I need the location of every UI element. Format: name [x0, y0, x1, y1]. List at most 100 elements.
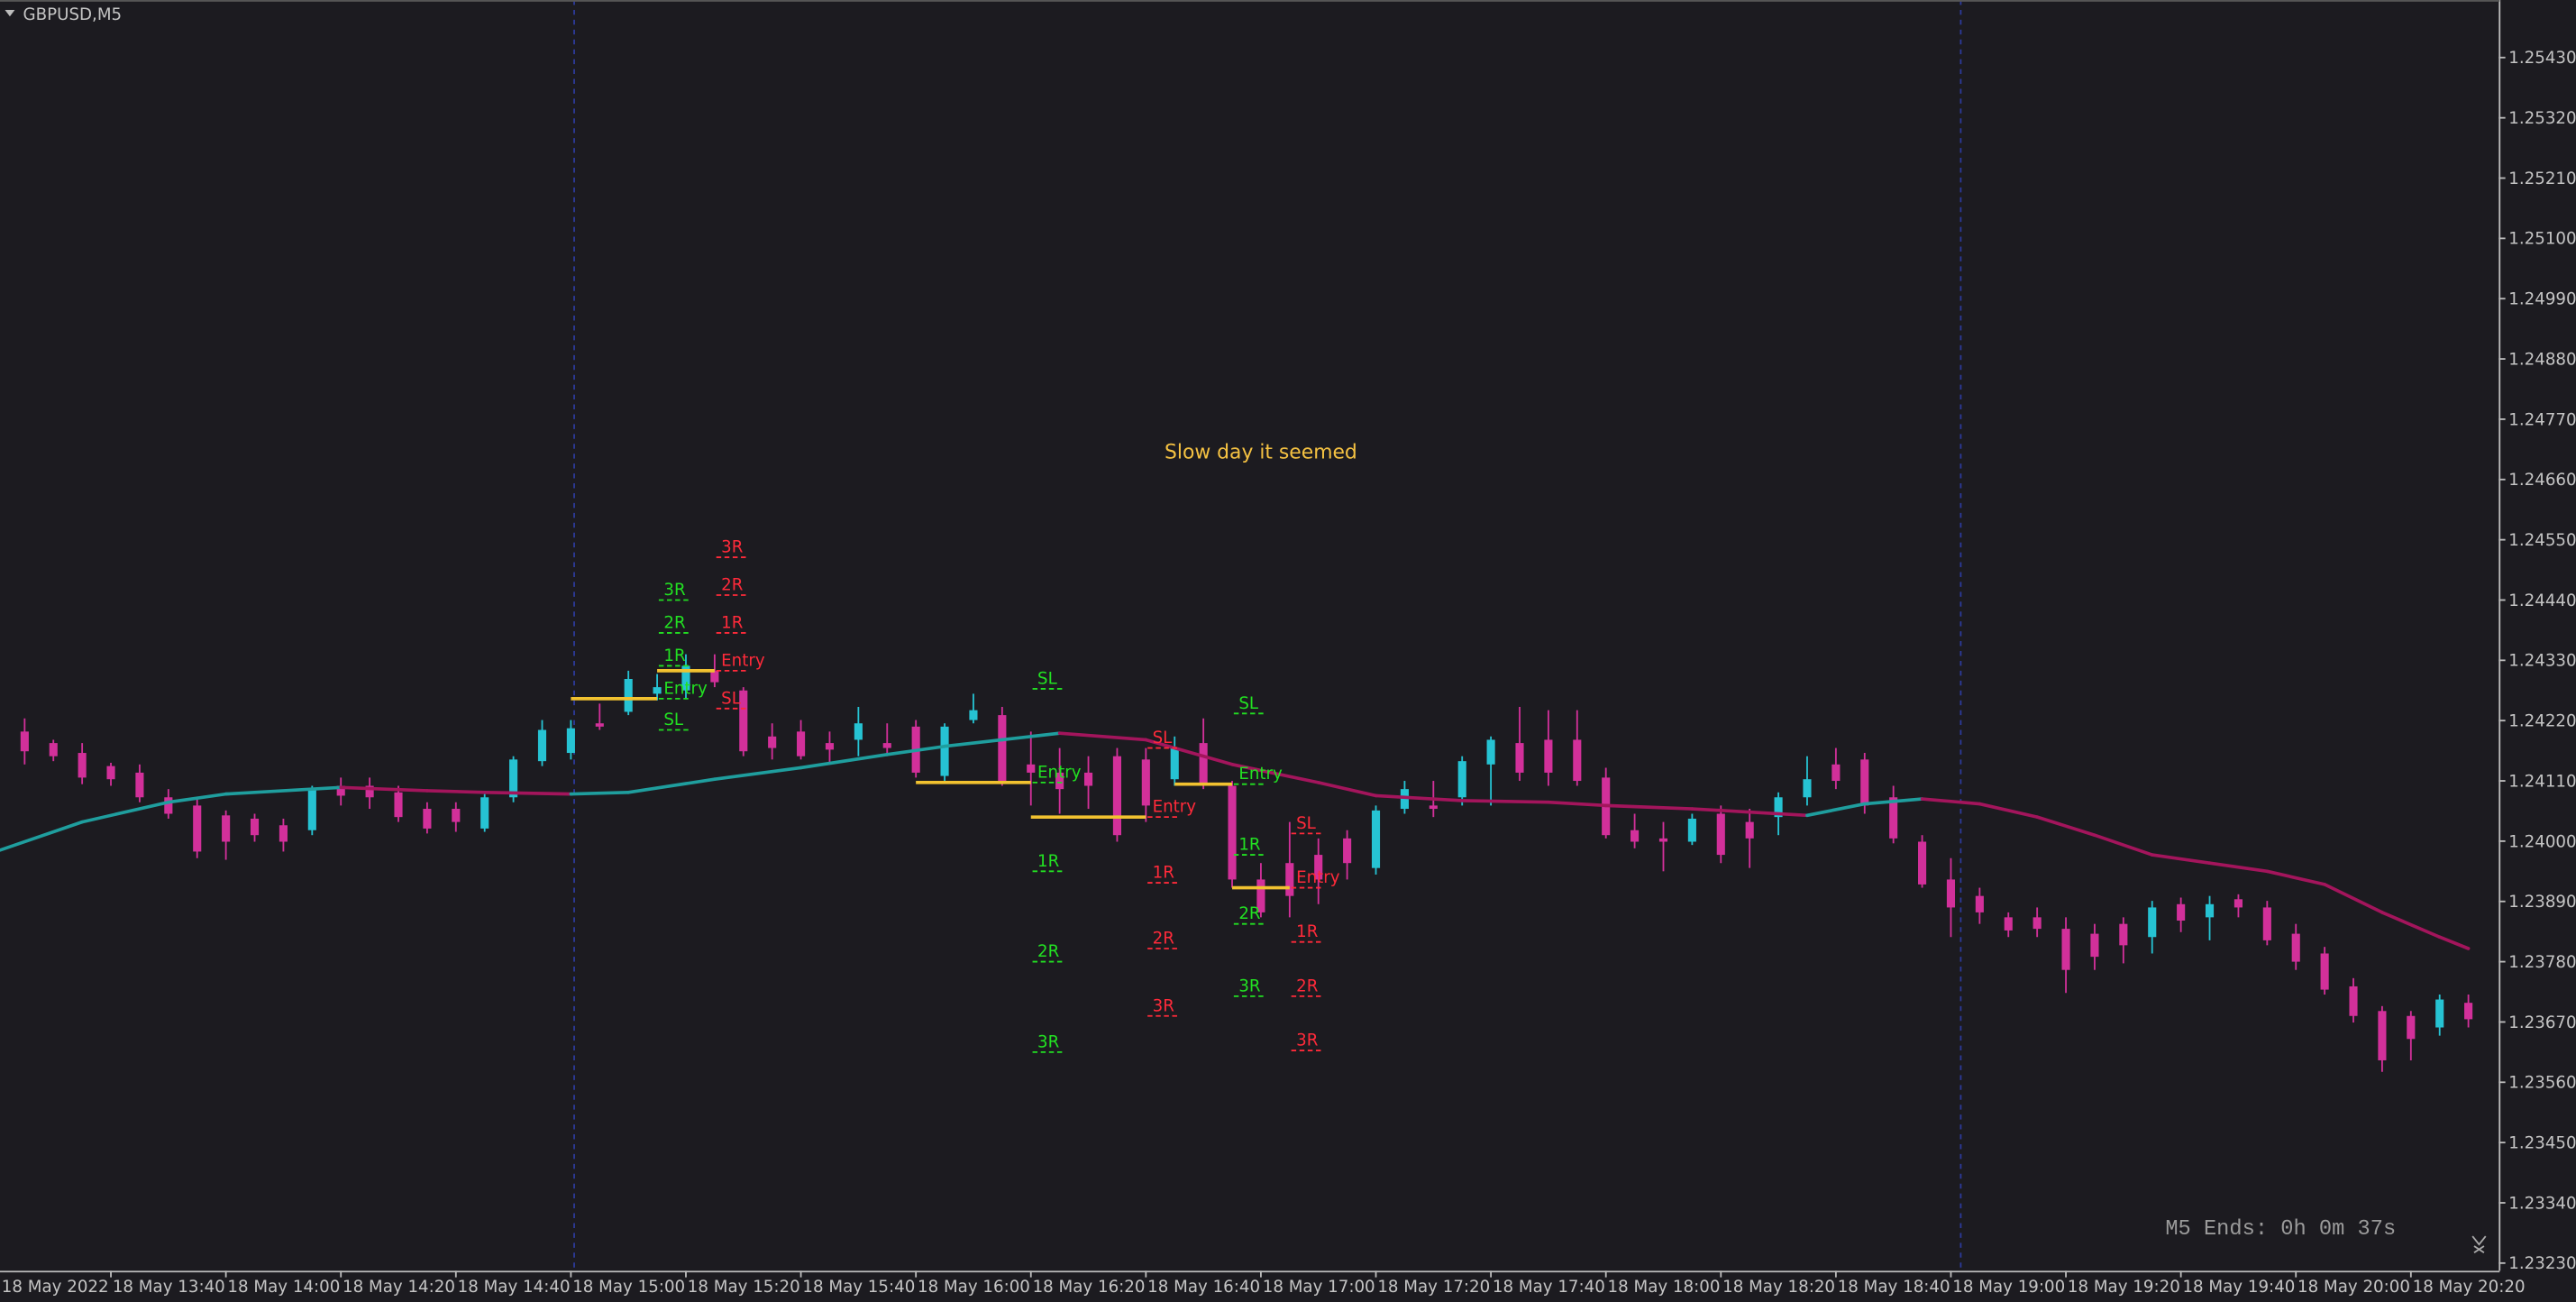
level-label: Entry	[663, 679, 708, 698]
candle-body	[739, 690, 748, 752]
candle-body	[135, 772, 144, 798]
level-label: 2R	[663, 613, 686, 632]
level-label: 3R	[1296, 1032, 1319, 1050]
ma-segment	[1920, 797, 1982, 806]
y-tick-label: 1.23450	[2508, 1134, 2576, 1153]
candle-body	[1170, 747, 1179, 780]
candle-body	[681, 665, 690, 691]
candle-body	[1975, 895, 1984, 912]
candle-body	[1343, 838, 1352, 864]
ma-segment	[167, 792, 228, 804]
y-tick-label: 1.24770	[2508, 410, 2576, 429]
candle-body	[2004, 917, 2013, 931]
candle-body	[1256, 879, 1265, 912]
level-label: SL	[721, 689, 742, 708]
bar-countdown: M5 Ends: 0h 0m 37s	[2165, 1217, 2396, 1242]
candle-body	[768, 736, 777, 748]
x-tick-label: 18 May 16:20	[1033, 1278, 1146, 1297]
ma-segment	[2150, 853, 2212, 866]
ma-segment	[2323, 883, 2384, 914]
y-tick-label: 1.25100	[2508, 230, 2576, 249]
y-tick-label: 1.23560	[2508, 1074, 2576, 1093]
candle-body	[566, 728, 575, 754]
candle-body	[2320, 953, 2329, 990]
ma-segment	[2437, 935, 2471, 950]
ma-segment	[339, 785, 429, 793]
y-tick-label: 1.24330	[2508, 652, 2576, 671]
ma-segment	[1057, 731, 1148, 742]
level-label: 1R	[1153, 864, 1175, 883]
candle-body	[1573, 739, 1582, 782]
ma-segment	[1603, 803, 1694, 811]
candle-body	[595, 723, 604, 727]
y-tick-label: 1.25210	[2508, 170, 2576, 188]
candle-body	[797, 731, 806, 756]
level-label: 1R	[721, 613, 744, 632]
level-label: Entry	[1037, 763, 1082, 782]
ma-segment	[2380, 911, 2442, 940]
candle-body	[1774, 797, 1783, 818]
candle-body	[653, 687, 662, 694]
y-tick-label: 1.24550	[2508, 531, 2576, 550]
ma-segment	[943, 738, 1004, 748]
x-tick-label: 18 May 13:40	[113, 1278, 225, 1297]
level-label: 2R	[1153, 930, 1175, 949]
candle-body	[1889, 797, 1898, 839]
y-tick-label: 1.23780	[2508, 953, 2576, 972]
candle-body	[998, 715, 1007, 782]
y-tick-label: 1.24440	[2508, 591, 2576, 610]
candle-body	[1918, 841, 1927, 885]
candle-body	[1083, 772, 1093, 786]
candle-body	[1112, 756, 1121, 836]
candle-body	[1199, 743, 1208, 786]
candle-body	[2291, 933, 2300, 962]
x-tick-label: 18 May 19:40	[2182, 1278, 2295, 1297]
symbol-menu-arrow[interactable]	[5, 9, 15, 17]
candle-body	[710, 670, 719, 683]
symbol-title: GBPUSD,M5	[23, 5, 123, 24]
candle-body	[1371, 810, 1381, 868]
x-tick-label: 18 May 17:40	[1493, 1278, 1605, 1297]
level-label: SL	[1296, 814, 1317, 833]
ma-segment	[482, 790, 573, 796]
x-tick-label: 18 May 15:00	[572, 1278, 685, 1297]
x-tick-label: 18 May 16:40	[1147, 1278, 1260, 1297]
level-label: 2R	[1037, 942, 1060, 961]
candle-body	[106, 766, 115, 780]
level-label: SL	[663, 711, 684, 729]
ma-segment	[799, 753, 890, 770]
level-label: SL	[1238, 694, 1259, 713]
candle-body	[2061, 929, 2070, 970]
ma-segment	[2093, 833, 2154, 857]
candle-body	[1027, 764, 1036, 773]
y-tick-label: 1.24000	[2508, 832, 2576, 851]
candle-body	[2032, 917, 2042, 930]
y-tick-label: 1.24880	[2508, 350, 2576, 369]
candle-body	[279, 825, 288, 842]
level-label: 1R	[1296, 922, 1319, 941]
y-tick-label: 1.25320	[2508, 109, 2576, 128]
y-tick-label: 1.24660	[2508, 471, 2576, 490]
y-tick-label: 1.24110	[2508, 772, 2576, 791]
y-tick-label: 1.23340	[2508, 1194, 2576, 1213]
candle-body	[624, 678, 633, 712]
x-tick-label: 18 May 14:20	[343, 1278, 455, 1297]
candle-body	[1631, 830, 1640, 842]
level-label: 1R	[663, 646, 686, 665]
candle-body	[164, 797, 173, 814]
candle-body	[336, 785, 345, 796]
candle-body	[193, 805, 202, 852]
candle-body	[1285, 863, 1294, 896]
level-label: 2R	[1238, 904, 1261, 923]
candle-body	[2148, 907, 2157, 938]
candle-body	[2407, 1015, 2416, 1040]
candle-body	[2119, 923, 2128, 946]
level-label: SL	[1153, 729, 1174, 747]
candle-body	[1745, 821, 1754, 839]
level-label: 3R	[721, 538, 744, 557]
candle-body	[1716, 813, 1725, 856]
ma-segment	[1460, 799, 1550, 804]
x-tick-label: 18 May 2022	[2, 1278, 109, 1297]
